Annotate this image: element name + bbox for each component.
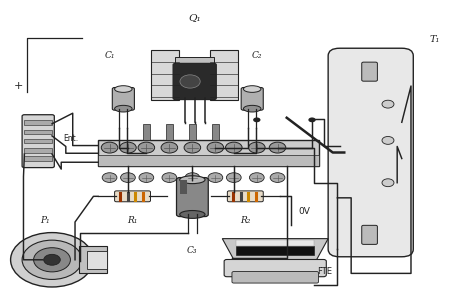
Circle shape (249, 142, 265, 153)
Bar (212, 124, 219, 140)
Circle shape (139, 173, 154, 182)
Ellipse shape (115, 86, 132, 92)
Circle shape (253, 117, 261, 122)
Circle shape (308, 117, 316, 122)
Bar (25, 156, 52, 161)
FancyBboxPatch shape (328, 48, 413, 257)
Circle shape (138, 142, 155, 153)
Ellipse shape (244, 86, 261, 92)
Text: C₁: C₁ (104, 51, 115, 60)
Circle shape (382, 100, 394, 108)
Circle shape (184, 142, 200, 153)
Circle shape (207, 142, 224, 153)
Circle shape (226, 173, 241, 182)
Bar (166, 124, 173, 140)
FancyBboxPatch shape (176, 178, 208, 217)
Circle shape (161, 142, 178, 153)
Text: Ent.: Ent. (63, 135, 79, 143)
FancyBboxPatch shape (115, 191, 150, 202)
FancyBboxPatch shape (227, 191, 263, 202)
Bar (175, 57, 214, 66)
Bar (189, 124, 195, 140)
FancyBboxPatch shape (232, 271, 319, 283)
Bar (87, 251, 107, 269)
Bar (210, 50, 238, 100)
FancyBboxPatch shape (224, 260, 326, 277)
Circle shape (250, 173, 264, 182)
FancyBboxPatch shape (113, 88, 134, 110)
Bar (98, 155, 319, 166)
Text: T₁: T₁ (429, 35, 440, 44)
Circle shape (382, 179, 394, 187)
Bar (79, 246, 107, 273)
Bar (25, 130, 52, 135)
Ellipse shape (244, 105, 261, 112)
Circle shape (119, 142, 136, 153)
Circle shape (225, 142, 242, 153)
Circle shape (34, 248, 70, 272)
Circle shape (11, 233, 94, 287)
Text: C₂: C₂ (251, 51, 262, 60)
FancyBboxPatch shape (362, 62, 377, 81)
Bar (143, 124, 150, 140)
Circle shape (101, 142, 118, 153)
Circle shape (208, 173, 223, 182)
Ellipse shape (180, 210, 205, 218)
Circle shape (382, 136, 394, 144)
Bar (25, 148, 52, 152)
Circle shape (44, 254, 60, 265)
Text: R₂: R₂ (240, 216, 250, 225)
Text: P₁: P₁ (40, 216, 50, 225)
Text: +: + (14, 81, 24, 91)
Text: C₃: C₃ (187, 246, 198, 255)
FancyBboxPatch shape (362, 225, 377, 244)
Circle shape (162, 173, 177, 182)
Bar (25, 120, 52, 125)
Polygon shape (222, 239, 328, 261)
FancyBboxPatch shape (22, 115, 54, 168)
Circle shape (180, 75, 200, 88)
FancyBboxPatch shape (241, 88, 263, 110)
Bar (180, 180, 187, 194)
Text: Q₁: Q₁ (188, 13, 201, 23)
Circle shape (102, 173, 117, 182)
Bar (25, 138, 52, 143)
Ellipse shape (180, 176, 205, 184)
Bar (236, 240, 314, 246)
Circle shape (120, 173, 135, 182)
Circle shape (270, 173, 285, 182)
FancyBboxPatch shape (173, 63, 216, 100)
Bar (151, 50, 180, 100)
Circle shape (269, 142, 286, 153)
Bar (98, 140, 319, 166)
Bar (236, 246, 314, 255)
Ellipse shape (115, 105, 132, 112)
Text: 0V: 0V (298, 207, 310, 216)
Circle shape (185, 173, 200, 182)
Text: R₁: R₁ (127, 216, 138, 225)
Text: FTE: FTE (317, 267, 332, 276)
Circle shape (22, 240, 82, 279)
